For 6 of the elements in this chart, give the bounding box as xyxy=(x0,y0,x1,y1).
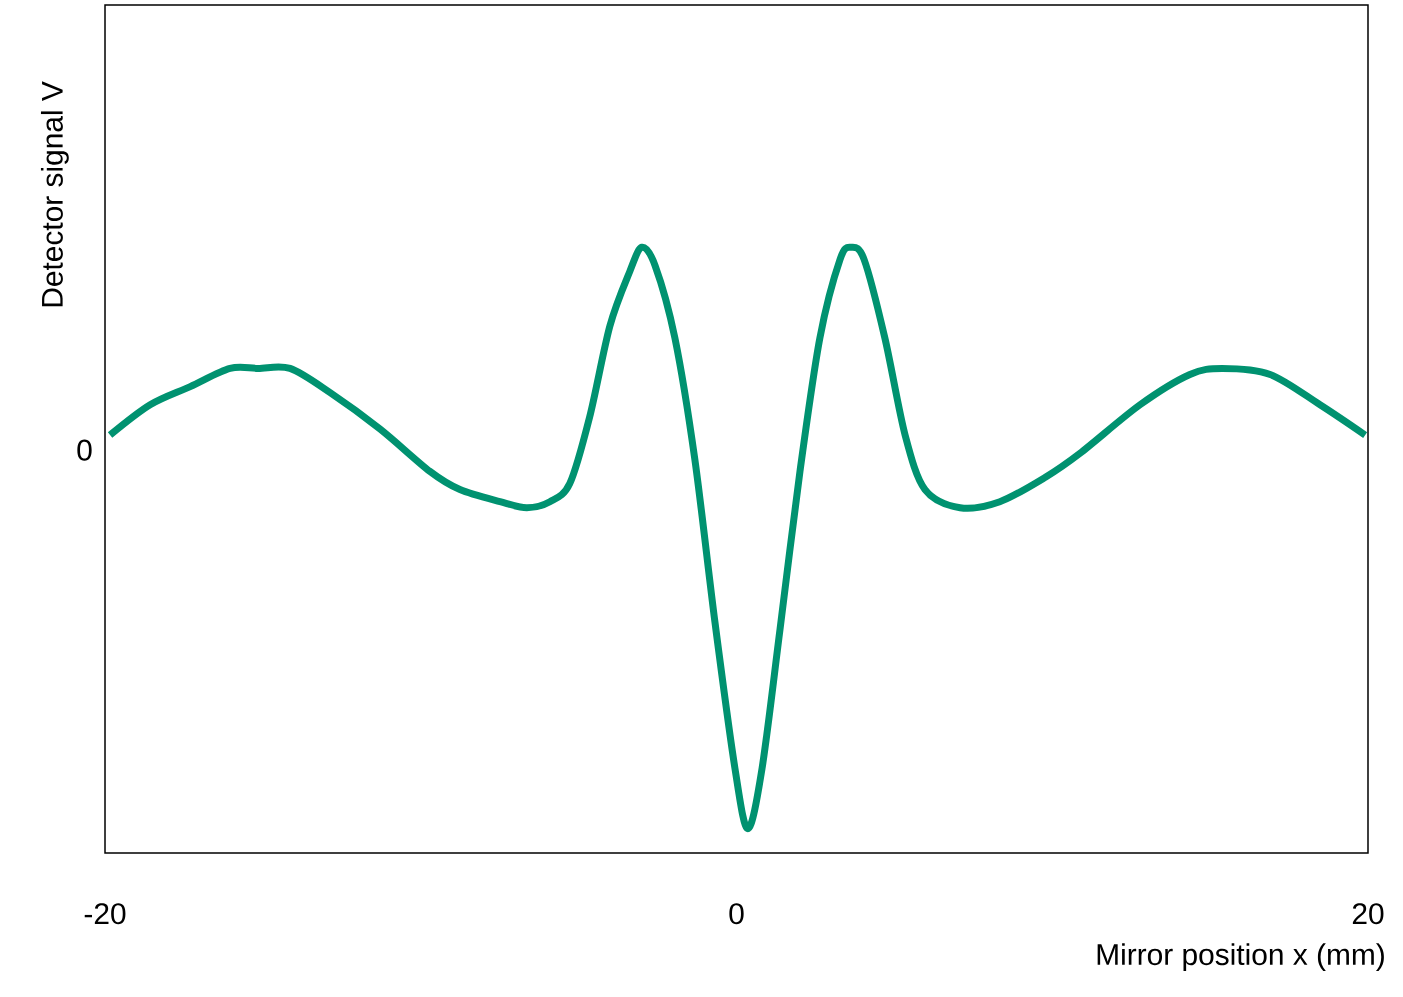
x-tick-label: 20 xyxy=(1352,903,1384,925)
x-tick-label: -20 xyxy=(84,903,126,925)
y-axis-title: Detector signal V xyxy=(40,81,69,307)
x-tick-label: 0 xyxy=(729,903,744,925)
text: 0 xyxy=(77,439,92,461)
x-axis-title: Mirror position x (mm) xyxy=(1097,943,1384,972)
